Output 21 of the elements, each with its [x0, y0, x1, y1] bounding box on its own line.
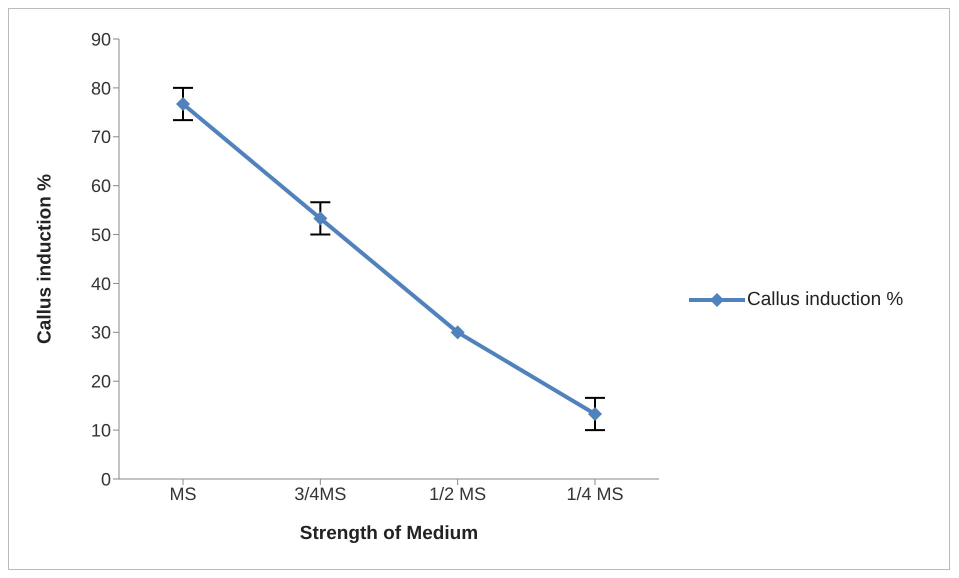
- x-tick-label: 1/4 MS: [566, 484, 624, 504]
- x-tick-label: MS: [170, 484, 196, 504]
- point: [450, 325, 465, 340]
- y-tick-label: 20: [90, 372, 111, 392]
- y-tick-label: 90: [90, 29, 111, 50]
- y-tick-label: 30: [90, 322, 111, 343]
- y-tick-label: 60: [90, 176, 111, 196]
- y-axis-title: Callus induction %: [34, 174, 56, 344]
- y-tick-label: 80: [90, 78, 111, 98]
- y-tick-label: 10: [90, 420, 111, 440]
- legend-label: Callus induction %: [747, 289, 904, 311]
- x-axis-title: Strength of Medium: [300, 523, 478, 544]
- point: [176, 97, 190, 112]
- y-tick-label: 70: [90, 127, 111, 148]
- x-tick-label: 1/2 MS: [429, 484, 486, 504]
- point: [313, 211, 328, 226]
- point: [588, 406, 602, 421]
- y-tick-label: 0: [100, 469, 111, 490]
- x-tick-label: 3/4MS: [294, 484, 346, 504]
- y-tick-label: 40: [90, 274, 111, 294]
- y-tick-label: 50: [90, 224, 111, 245]
